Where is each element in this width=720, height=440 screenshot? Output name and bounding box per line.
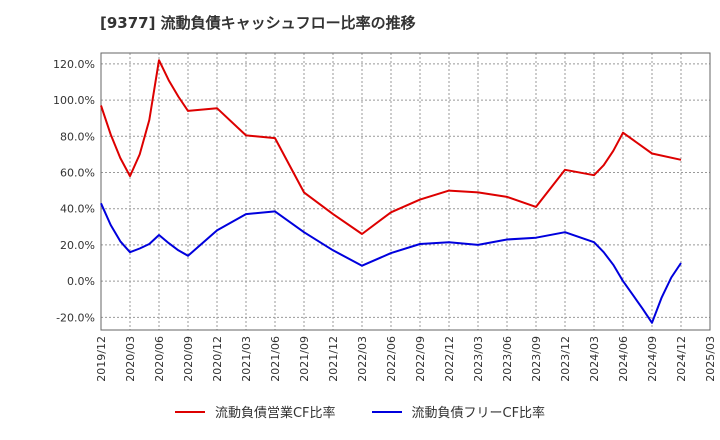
y-tick-label: -20.0% (56, 311, 95, 324)
legend: 流動負債営業CF比率 流動負債フリーCF比率 (0, 402, 720, 421)
x-tick-label: 2023/06 (501, 336, 514, 382)
legend-label-free-cf: 流動負債フリーCF比率 (411, 406, 546, 421)
legend-line-free-cf-icon (371, 410, 402, 413)
x-tick-label: 2025/03 (704, 336, 717, 382)
x-tick-label: 2021/09 (298, 336, 311, 382)
x-tick-label: 2024/09 (646, 336, 659, 382)
x-tick-label: 2020/06 (153, 336, 166, 382)
y-tick-label: 20.0% (60, 239, 95, 252)
series-line-operating-cf (100, 59, 682, 235)
x-tick-label: 2022/12 (443, 336, 456, 382)
x-tick-label: 2020/09 (182, 336, 195, 382)
series-lines (100, 59, 682, 324)
legend-item-free-cf: 流動負債フリーCF比率 (371, 402, 546, 421)
plot-area-frame (100, 52, 711, 331)
x-tick-label: 2020/03 (124, 336, 137, 382)
x-tick-label: 2019/12 (95, 336, 108, 382)
x-tick-label: 2021/03 (240, 336, 253, 382)
x-tick-label: 2023/09 (530, 336, 543, 382)
chart-title: [9377] 流動負債キャッシュフロー比率の推移 (100, 14, 416, 32)
x-tick-label: 2023/12 (559, 336, 572, 382)
x-tick-label: 2022/09 (414, 336, 427, 382)
y-tick-label: 100.0% (53, 94, 95, 107)
x-tick-label: 2021/06 (269, 336, 282, 382)
x-tick-label: 2022/06 (385, 336, 398, 382)
legend-item-operating-cf: 流動負債営業CF比率 (174, 402, 336, 421)
x-tick-label: 2023/03 (472, 336, 485, 382)
legend-line-operating-cf-icon (174, 410, 205, 413)
grid-lines (100, 53, 711, 330)
y-tick-label: 0.0% (67, 275, 95, 288)
x-tick-label: 2021/12 (327, 336, 340, 382)
series-line-free-cf (100, 202, 682, 324)
x-tick-label: 2024/03 (588, 336, 601, 382)
x-tick-label: 2022/03 (356, 336, 369, 382)
y-tick-label: 80.0% (60, 130, 95, 143)
axis-tick-labels: -20.0% 0.0% 20.0% 40.0% 60.0% 80.0% 100.0% 120.… (53, 58, 717, 382)
x-tick-label: 2024/12 (675, 336, 688, 382)
legend-label-operating-cf: 流動負債営業CF比率 (214, 406, 336, 421)
y-tick-label: 120.0% (53, 58, 95, 71)
x-tick-label: 2024/06 (617, 336, 630, 382)
y-tick-label: 60.0% (60, 166, 95, 179)
x-tick-label: 2020/12 (211, 336, 224, 382)
y-tick-label: 40.0% (60, 203, 95, 216)
